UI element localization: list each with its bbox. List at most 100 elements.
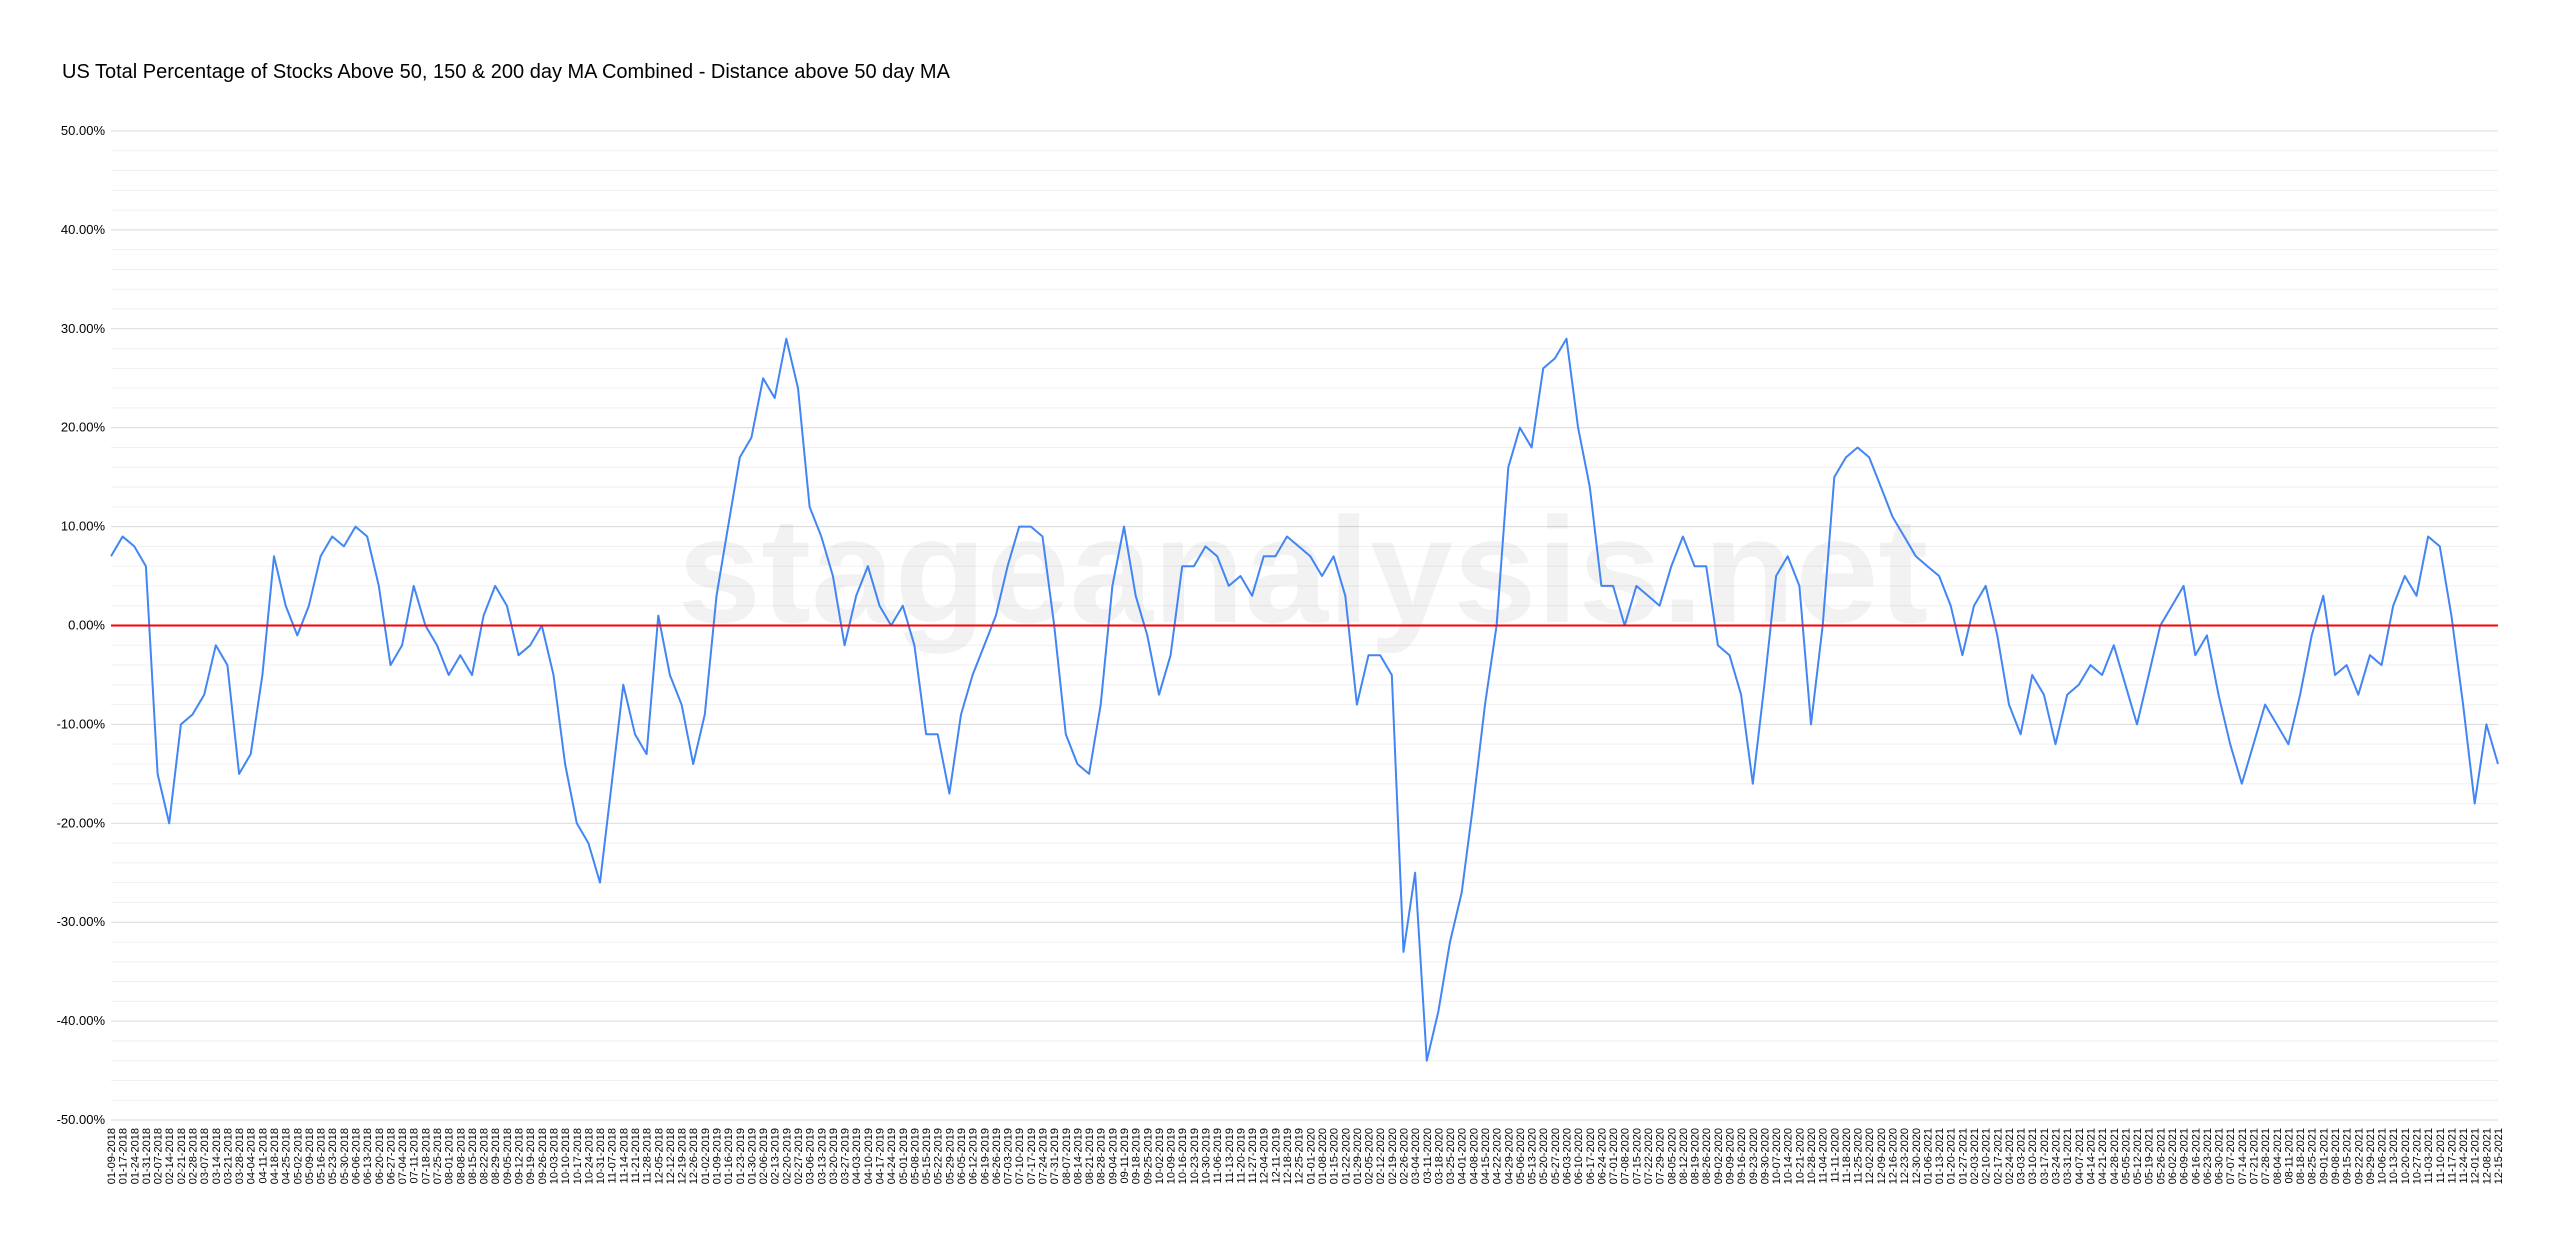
- x-tick-label: 09-23-2020: [1748, 1128, 1760, 1184]
- x-tick-label: 01-30-2019: [746, 1128, 758, 1184]
- x-tick-label: 06-16-2021: [2190, 1128, 2202, 1184]
- x-tick-label: 09-01-2021: [2318, 1128, 2330, 1184]
- x-tick-label: 09-04-2019: [1107, 1128, 1119, 1184]
- chart-title: US Total Percentage of Stocks Above 50, …: [62, 61, 951, 83]
- x-tick-label: 09-29-2021: [2365, 1128, 2377, 1184]
- x-tick-label: 12-23-2020: [1899, 1128, 1911, 1184]
- x-tick-label: 02-27-2019: [793, 1128, 805, 1184]
- x-tick-label: 03-31-2021: [2062, 1128, 2074, 1184]
- x-tick-label: 09-08-2021: [2330, 1128, 2342, 1184]
- x-tick-label: 01-08-2020: [1317, 1128, 1329, 1184]
- x-tick-label: 10-02-2019: [1154, 1128, 1166, 1184]
- x-tick-label: 10-14-2020: [1783, 1128, 1795, 1184]
- x-tick-label: 06-06-2018: [351, 1128, 363, 1184]
- x-tick-label: 11-24-2021: [2458, 1128, 2470, 1183]
- x-tick-label: 04-01-2020: [1457, 1128, 1469, 1184]
- x-tick-label: 06-27-2018: [385, 1128, 397, 1184]
- x-tick-label: 07-29-2020: [1655, 1128, 1667, 1184]
- x-tick-label: 02-10-2021: [1981, 1128, 1993, 1184]
- x-tick-label: 01-09-2018: [106, 1128, 118, 1184]
- x-tick-label: 07-14-2021: [2237, 1128, 2249, 1184]
- y-tick-label: -30.00%: [57, 914, 106, 929]
- x-tick-label: 02-26-2020: [1398, 1128, 1410, 1184]
- x-tick-label: 07-24-2019: [1038, 1128, 1050, 1184]
- x-tick-label: 08-11-2021: [2283, 1128, 2295, 1183]
- x-tick-label: 03-13-2019: [816, 1128, 828, 1184]
- x-tick-label: 09-26-2018: [537, 1128, 549, 1184]
- x-tick-label: 07-22-2020: [1643, 1128, 1655, 1184]
- x-tick-label: 08-25-2021: [2307, 1128, 2319, 1184]
- x-tick-label: 06-19-2019: [979, 1128, 991, 1184]
- x-tick-label: 12-04-2019: [1259, 1128, 1271, 1184]
- x-tick-label: 10-31-2018: [595, 1128, 607, 1184]
- x-tick-label: 10-03-2018: [548, 1128, 560, 1184]
- x-tick-label: 06-30-2021: [2214, 1128, 2226, 1184]
- x-tick-label: 06-09-2021: [2179, 1128, 2191, 1184]
- x-tick-label: 08-21-2019: [1084, 1128, 1096, 1184]
- x-tick-label: 03-20-2019: [828, 1128, 840, 1184]
- x-tick-label: 04-10-2019: [863, 1128, 875, 1184]
- x-tick-label: 07-01-2020: [1608, 1128, 1620, 1184]
- x-tick-label: 04-17-2019: [874, 1128, 886, 1184]
- x-tick-label: 11-25-2020: [1853, 1128, 1865, 1183]
- x-tick-label: 06-24-2020: [1596, 1128, 1608, 1184]
- x-tick-label: 07-04-2018: [397, 1128, 409, 1184]
- x-tick-label: 06-13-2018: [362, 1128, 374, 1184]
- x-tick-label: 07-15-2020: [1631, 1128, 1643, 1184]
- x-tick-label: 05-27-2020: [1550, 1128, 1562, 1184]
- x-tick-label: 06-23-2021: [2202, 1128, 2214, 1184]
- x-tick-label: 06-26-2019: [991, 1128, 1003, 1184]
- x-tick-label: 12-05-2018: [653, 1128, 665, 1184]
- x-tick-label: 10-20-2021: [2400, 1128, 2412, 1184]
- x-tick-label: 03-24-2021: [2051, 1128, 2063, 1184]
- x-tick-label: 03-03-2021: [2016, 1128, 2028, 1184]
- x-tick-label: 02-21-2018: [176, 1128, 188, 1184]
- y-tick-label: 0.00%: [68, 618, 105, 633]
- x-tick-label: 11-11-2020: [1829, 1128, 1841, 1183]
- x-tick-label: 01-23-2019: [735, 1128, 747, 1184]
- x-tick-label: 07-03-2019: [1003, 1128, 1015, 1184]
- x-tick-label: 09-05-2018: [502, 1128, 514, 1184]
- x-tick-label: 09-11-2019: [1119, 1128, 1131, 1183]
- x-tick-label: 11-21-2018: [630, 1128, 642, 1183]
- x-tick-label: 08-05-2020: [1666, 1128, 1678, 1184]
- x-tick-label: 03-18-2020: [1433, 1128, 1445, 1184]
- x-tick-label: 10-24-2018: [583, 1128, 595, 1184]
- x-tick-label: 08-28-2019: [1096, 1128, 1108, 1184]
- y-tick-label: 50.00%: [61, 123, 106, 138]
- x-tick-label: 08-29-2018: [490, 1128, 502, 1184]
- x-tick-label: 05-26-2021: [2155, 1128, 2167, 1184]
- x-tick-label: 01-24-2018: [129, 1128, 141, 1184]
- x-tick-label: 05-30-2018: [339, 1128, 351, 1184]
- x-tick-label: 04-22-2020: [1492, 1128, 1504, 1184]
- x-tick-label: 05-16-2018: [316, 1128, 328, 1184]
- x-tick-label: 01-02-2019: [700, 1128, 712, 1184]
- x-tick-label: 08-12-2020: [1678, 1128, 1690, 1184]
- x-tick-label: 02-06-2019: [758, 1128, 770, 1184]
- x-tick-label: 03-07-2018: [199, 1128, 211, 1184]
- x-tick-label: 07-17-2019: [1026, 1128, 1038, 1184]
- y-tick-label: 40.00%: [61, 222, 106, 237]
- x-tick-label: 08-01-2018: [444, 1128, 456, 1184]
- x-tick-label: 11-14-2018: [618, 1128, 630, 1183]
- x-tick-label: 03-21-2018: [222, 1128, 234, 1184]
- x-tick-label: 11-18-2020: [1841, 1128, 1853, 1183]
- x-tick-label: 07-21-2021: [2248, 1128, 2260, 1184]
- x-tick-label: 07-10-2019: [1014, 1128, 1026, 1184]
- x-tick-label: 01-16-2019: [723, 1128, 735, 1184]
- x-tick-label: 11-28-2018: [642, 1128, 654, 1183]
- x-tick-label: 11-04-2020: [1818, 1128, 1830, 1183]
- x-tick-label: 03-06-2019: [805, 1128, 817, 1184]
- y-tick-label: -20.00%: [57, 815, 106, 830]
- x-tick-label: 12-02-2020: [1864, 1128, 1876, 1184]
- x-tick-label: 05-05-2021: [2120, 1128, 2132, 1184]
- x-tick-label: 08-04-2021: [2272, 1128, 2284, 1184]
- x-tick-label: 04-14-2021: [2085, 1128, 2097, 1184]
- x-tick-label: 10-27-2021: [2411, 1128, 2423, 1184]
- x-tick-label: 08-18-2021: [2295, 1128, 2307, 1184]
- x-tick-label: 01-31-2018: [141, 1128, 153, 1184]
- x-tick-label: 10-30-2019: [1201, 1128, 1213, 1184]
- y-tick-label: 20.00%: [61, 420, 106, 435]
- x-tick-label: 02-28-2018: [188, 1128, 200, 1184]
- x-tick-label: 04-24-2019: [886, 1128, 898, 1184]
